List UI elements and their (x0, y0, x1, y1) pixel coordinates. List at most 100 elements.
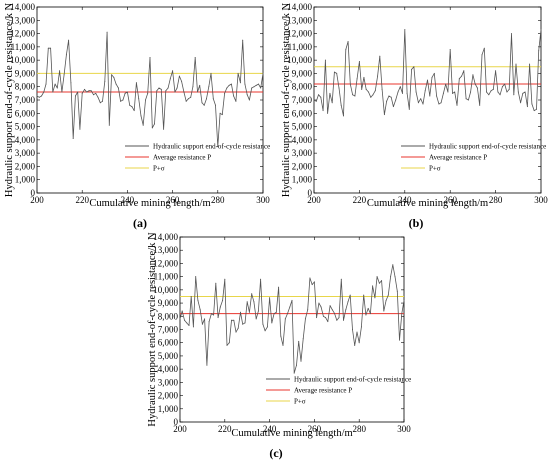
resistance-data-point (129, 104, 131, 106)
resistance-data-point (322, 315, 324, 317)
resistance-data-point (248, 311, 250, 313)
resistance-data-point (383, 114, 385, 116)
resistance-data-point (70, 82, 72, 84)
resistance-data-point (338, 87, 340, 89)
resistance-data-point (138, 98, 140, 100)
y-tick-label: 3,000 (15, 148, 36, 158)
resistance-data-point (463, 70, 465, 72)
resistance-data-point (151, 127, 153, 129)
y-tick-label: 1,000 (292, 175, 313, 185)
resistance-data-point (219, 112, 221, 114)
y-tick-label: 13,000 (153, 245, 178, 255)
panel-label: (a) (133, 216, 147, 230)
y-tick-label: 12,000 (10, 29, 35, 39)
resistance-data-point (356, 78, 358, 80)
resistance-series-line (179, 264, 405, 374)
resistance-data-point (224, 278, 226, 280)
x-tick-label: 220 (75, 195, 89, 205)
y-tick-label: 5,000 (15, 122, 36, 132)
x-tick-label: 280 (211, 195, 225, 205)
resistance-data-point (246, 94, 248, 96)
resistance-data-point (158, 87, 160, 89)
resistance-data-point (522, 92, 524, 94)
resistance-data-point (246, 301, 248, 303)
resistance-data-point (140, 115, 142, 117)
resistance-data-point (258, 83, 259, 85)
resistance-data-point (486, 91, 487, 93)
resistance-data-point (390, 276, 392, 278)
resistance-data-point (206, 98, 207, 100)
resistance-data-point (280, 335, 282, 337)
x-tick-label: 300 (256, 195, 270, 205)
resistance-data-point (215, 104, 216, 106)
chart-panel-2: 0 1,000 2,000 3,000 4,000 5,000 6,000 7,000 8,00… (147, 232, 411, 460)
resistance-data-point (378, 282, 380, 284)
resistance-data-point (199, 84, 201, 86)
resistance-data-point (481, 54, 483, 56)
resistance-data-point (242, 323, 244, 325)
resistance-data-point (531, 103, 533, 105)
resistance-data-point (340, 104, 342, 106)
legend: Hydraulic support end-of-cycle resistanc… (125, 143, 270, 173)
resistance-data-point (472, 74, 474, 76)
resistance-data-point (210, 72, 212, 74)
resistance-data-point (517, 91, 519, 93)
x-axis-label: Cumulative mining length/m (231, 428, 352, 439)
resistance-data-point (293, 372, 295, 374)
resistance-data-point (392, 106, 394, 108)
x-tick-label: 260 (166, 195, 180, 205)
resistance-data-point (320, 306, 322, 308)
resistance-data-point (336, 72, 338, 74)
resistance-data-point (360, 326, 362, 328)
resistance-data-point (88, 90, 90, 92)
panel-label: (c) (269, 446, 282, 460)
resistance-data-point (363, 294, 365, 296)
resistance-data-point (251, 293, 253, 295)
resistance-data-point (278, 286, 280, 288)
resistance-data-point (495, 70, 497, 72)
resistance-data-point (266, 326, 268, 328)
y-tick-label: 13,000 (10, 15, 35, 25)
plot-frame (313, 6, 542, 194)
resistance-data-point (370, 96, 372, 98)
x-tick-label: 200 (307, 195, 321, 205)
resistance-data-point (176, 87, 178, 89)
resistance-data-point (388, 95, 390, 97)
resistance-data-point (404, 29, 406, 31)
resistance-data-point (169, 78, 171, 80)
resistance-data-point (318, 302, 320, 304)
resistance-data-point (93, 94, 94, 96)
resistance-data-point (395, 99, 397, 101)
resistance-data-point (540, 29, 542, 31)
resistance-data-point (458, 78, 460, 80)
resistance-data-point (413, 66, 415, 68)
resistance-data-point (226, 344, 228, 346)
y-tick-label: 2,000 (15, 161, 36, 171)
resistance-data-point (242, 39, 244, 41)
resistance-data-point (104, 80, 106, 82)
resistance-data-point (284, 318, 286, 320)
resistance-data-point (374, 90, 376, 92)
resistance-data-point (197, 299, 199, 301)
resistance-data-point (354, 344, 356, 346)
resistance-data-point (142, 124, 144, 126)
resistance-data-point (192, 86, 194, 88)
resistance-data-point (54, 83, 56, 85)
resistance-data-point (228, 342, 230, 344)
x-tick-label: 200 (173, 424, 187, 434)
resistance-data-point (269, 297, 271, 299)
resistance-data-point (72, 138, 74, 139)
resistance-data-point (61, 91, 63, 93)
resistance-data-point (354, 95, 356, 97)
resistance-series-line (36, 31, 264, 147)
resistance-data-point (217, 146, 219, 147)
resistance-data-point (338, 317, 340, 319)
plot-frame (179, 236, 405, 423)
resistance-data-point (248, 99, 250, 101)
resistance-data-point (163, 128, 165, 130)
resistance-data-point (307, 309, 309, 311)
resistance-data-point (113, 76, 115, 78)
resistance-data-point (467, 99, 469, 101)
resistance-data-point (343, 115, 344, 117)
chart-panel-0: 0 1,000 2,000 3,000 4,000 5,000 6,000 7,000 8,00… (4, 2, 270, 230)
